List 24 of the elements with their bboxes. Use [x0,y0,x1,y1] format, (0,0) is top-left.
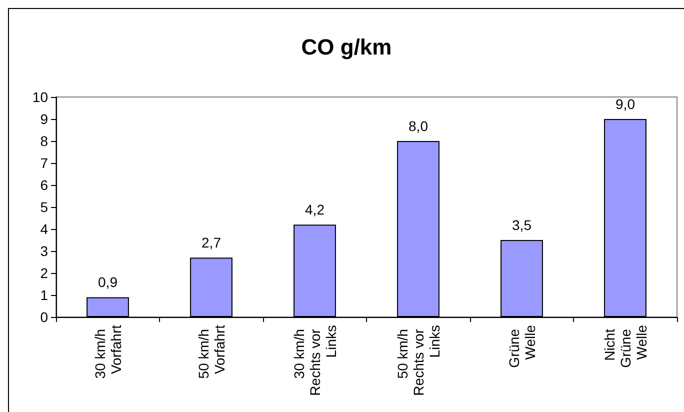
x-tick-label: 50 km/h Rechts vor Links [394,325,442,396]
data-label: 8,0 [408,118,428,134]
y-tick-label: 6 [40,177,48,193]
data-label: 4,2 [305,202,325,218]
data-label: 3,5 [512,217,532,233]
y-tick-label: 9 [40,111,48,127]
y-tick-label: 2 [40,265,48,281]
y-tick-label: 4 [40,221,48,237]
x-tick-label: 30 km/h Vorfahrt [92,324,124,379]
chart-title: CO g/km [301,34,392,60]
x-tick-label: Grüne Welle [506,324,538,368]
y-tick-label: 10 [32,89,48,105]
y-tick-label: 8 [40,133,48,149]
y-tick-label: 5 [40,199,48,215]
y-tick-label: 1 [40,287,48,303]
y-tick-label: 3 [40,243,48,259]
y-tick-label: 7 [40,155,48,171]
x-tick-label: 30 km/h Rechts vor Links [290,325,339,396]
data-label: 0,9 [98,274,118,290]
x-tick-label: 50 km/h Vorfahrt [195,324,228,379]
x-tick-label: Nicht Grüne Welle [601,324,650,368]
data-label: 9,0 [616,96,636,112]
y-tick-label: 0 [40,309,48,325]
data-label: 2,7 [202,234,222,251]
